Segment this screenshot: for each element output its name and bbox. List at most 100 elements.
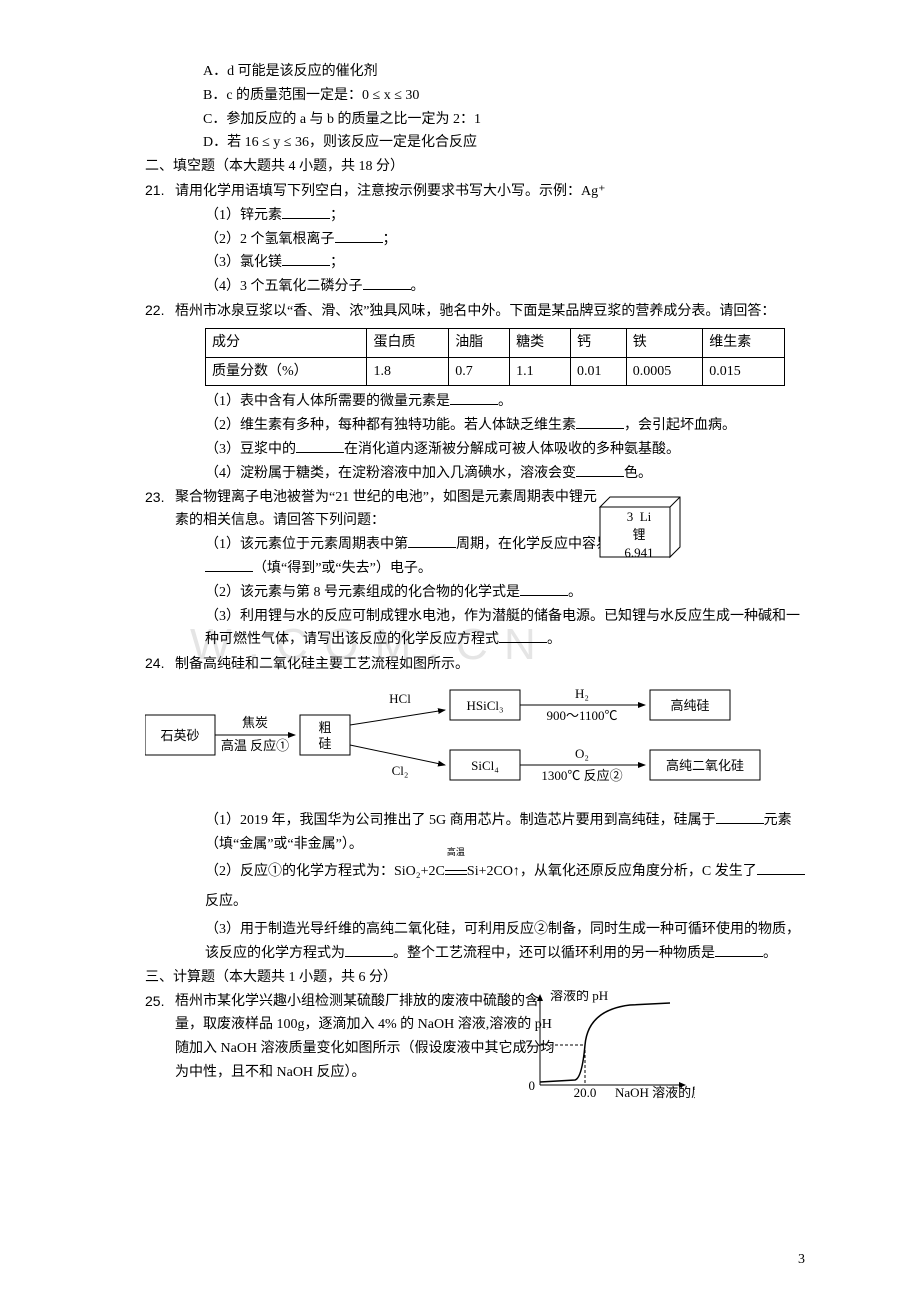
page-number: 3 (798, 1248, 805, 1272)
q23-p1b: 周期，在化学反应中容易 (456, 537, 610, 552)
q24-p2b: Si+2CO↑，从氧化还原反应角度分析，C 发生了 (467, 864, 757, 879)
th: 维生素 (703, 328, 785, 357)
q23-p3b: 。 (547, 632, 561, 647)
ph-chart: 7 0 20.0 溶液的 pH NaOH 溶液的质量/g (520, 990, 695, 1109)
th: 蛋白质 (367, 328, 449, 357)
th: 糖类 (510, 328, 571, 357)
th: 油脂 (449, 328, 510, 357)
q21: 21.请用化学用语填写下列空白，注意按示例要求书写大小写。示例：Ag⁺ （1）锌… (175, 179, 810, 299)
li-mass: 6.941 (624, 545, 653, 560)
q24-cond: 高温 (445, 843, 467, 863)
flow-a1top: 焦炭 (242, 715, 268, 730)
flow-n6: 高纯二氧化硅 (666, 758, 744, 773)
section-3-title: 三、计算题（本大题共 1 小题，共 6 分） (145, 966, 810, 990)
q21-p1b: ； (330, 208, 344, 223)
blank (282, 251, 330, 266)
q21-stem: 请用化学用语填写下列空白，注意按示例要求书写大小写。示例：Ag⁺ (175, 184, 606, 199)
li-cn: 锂 (632, 527, 645, 542)
q22-p1b: 。 (498, 394, 512, 409)
blank (363, 275, 411, 290)
li-num: 3 (627, 509, 634, 524)
lithium-element-box: 3 Li 锂 6.941 (595, 492, 690, 562)
q23-stem: 聚合物锂离子电池被誉为“21 世纪的电池”，如图是元素周期表中锂元素的相关信息。… (175, 486, 605, 534)
q24-p3b: 。整个工艺流程中，还可以循环利用的另一种物质是 (393, 946, 715, 961)
td: 0.01 (571, 357, 627, 386)
q21-p4: （4）3 个五氧化二磷分子 (205, 279, 363, 294)
th: 钙 (571, 328, 627, 357)
flow-a3bot: 900～1100℃ (546, 708, 617, 723)
option-a: A．d 可能是该反应的催化剂 (175, 60, 810, 84)
q21-p3b: ； (330, 255, 344, 270)
xlabel: NaOH 溶液的质量/g (615, 1085, 695, 1100)
flowchart: 石英砂 焦炭 高温 反应① 粗 硅 HCl HSiCl₃ H₂ 900～1100… (175, 685, 810, 795)
q22-p3a: （3）豆浆中的 (205, 442, 296, 457)
flow-a3top: H₂ (575, 686, 589, 701)
svg-text:0: 0 (529, 1078, 536, 1093)
section-2-title: 二、填空题（本大题共 4 小题，共 18 分） (145, 155, 810, 179)
option-d: D．若 16 ≤ y ≤ 36，则该反应一定是化合反应 (175, 131, 810, 155)
flow-a2top: HCl (389, 691, 411, 706)
flow-n4: 高纯硅 (670, 698, 709, 713)
flow-n5: SiCl₄ (471, 758, 499, 773)
blank (520, 581, 568, 596)
blank (499, 628, 547, 643)
blank (296, 438, 344, 453)
q22-p3b: 在消化道内逐渐被分解成可被人体吸收的多种氨基酸。 (344, 442, 680, 457)
q21-p3: （3）氯化镁 (205, 255, 282, 270)
q22-p4a: （4）淀粉属于糖类，在淀粉溶液中加入几滴碘水，溶液会变 (205, 466, 576, 481)
table-row: 成分 蛋白质 油脂 糖类 钙 铁 维生素 (206, 328, 785, 357)
q23-p2b: 。 (568, 585, 582, 600)
q22-stem: 梧州市冰泉豆浆以“香、滑、浓”独具风味，驰名中外。下面是某品牌豆浆的营养成分表。… (175, 304, 775, 319)
q22-p1a: （1）表中含有人体所需要的微量元素是 (205, 394, 450, 409)
q24-p1a: （1）2019 年，我国华为公司推出了 5G 商用芯片。制造芯片要用到高纯硅，硅… (205, 813, 716, 828)
q22: 22.梧州市冰泉豆浆以“香、滑、浓”独具风味，驰名中外。下面是某品牌豆浆的营养成… (175, 299, 810, 486)
blank (715, 942, 763, 957)
q21-p4b: 。 (411, 279, 425, 294)
q22-p2b: ，会引起坏血病。 (624, 418, 736, 433)
q22-number: 22. (145, 299, 175, 323)
q24: 24.制备高纯硅和二氧化硅主要工艺流程如图所示。 石英砂 焦炭 高温 反应① (175, 652, 810, 966)
flow-a5bot: 1300℃ 反应② (541, 768, 622, 783)
q23-p1a: （1）该元素位于元素周期表中第 (205, 537, 408, 552)
option-b: B．c 的质量范围一定是：0 ≤ x ≤ 30 (175, 84, 810, 108)
q22-p2a: （2）维生素有多种，每种都有独特功能。若人体缺乏维生素 (205, 418, 576, 433)
blank (345, 942, 393, 957)
q21-p2b: ； (383, 232, 397, 247)
q25: 7 0 20.0 溶液的 pH NaOH 溶液的质量/g 25.梧州市某化学兴趣… (175, 990, 810, 1085)
ytick: 7 (526, 1037, 533, 1052)
xtick: 20.0 (574, 1085, 597, 1100)
blank (335, 228, 383, 243)
td: 1.8 (367, 357, 449, 386)
blank (282, 204, 330, 219)
q21-p2: （2）2 个氢氧根离子 (205, 232, 335, 247)
blank (205, 557, 253, 572)
q23-p1c: （填“得到”或“失去”）电子。 (253, 561, 432, 576)
flow-n3: HSiCl₃ (466, 698, 503, 713)
blank (576, 414, 624, 429)
table-row: 质量分数（%） 1.8 0.7 1.1 0.01 0.0005 0.015 (206, 357, 785, 386)
td: 0.7 (449, 357, 510, 386)
q25-number: 25. (145, 990, 175, 1014)
q22-p4b: 色。 (624, 466, 652, 481)
td: 0.0005 (626, 357, 703, 386)
th: 成分 (206, 328, 367, 357)
li-sym: Li (640, 509, 652, 524)
q25-stem: 梧州市某化学兴趣小组检测某硫酸厂排放的废液中硫酸的含量，取废液样品 100g，逐… (175, 990, 555, 1085)
blank (408, 533, 456, 548)
flow-a5top: O₂ (575, 746, 589, 761)
flow-a4top: Cl₂ (392, 763, 409, 778)
q24-stem: 制备高纯硅和二氧化硅主要工艺流程如图所示。 (175, 657, 469, 672)
q23-p2a: （2）该元素与第 8 号元素组成的化合物的化学式是 (205, 585, 520, 600)
blank (716, 809, 764, 824)
blank (450, 390, 498, 405)
q24-number: 24. (145, 652, 175, 676)
blank (757, 860, 805, 875)
flow-a1bot: 高温 反应① (221, 738, 289, 753)
nutrition-table: 成分 蛋白质 油脂 糖类 钙 铁 维生素 质量分数（%） 1.8 0.7 1.1… (205, 328, 785, 387)
ylabel: 溶液的 pH (550, 990, 608, 1003)
q24-p2c: 反应。 (205, 894, 247, 909)
td: 1.1 (510, 357, 571, 386)
svg-text:硅: 硅 (318, 736, 331, 751)
th: 铁 (626, 328, 703, 357)
q23: 3 Li 锂 6.941 23.聚合物锂离子电池被誉为“21 世纪的电池”，如图… (175, 486, 810, 653)
